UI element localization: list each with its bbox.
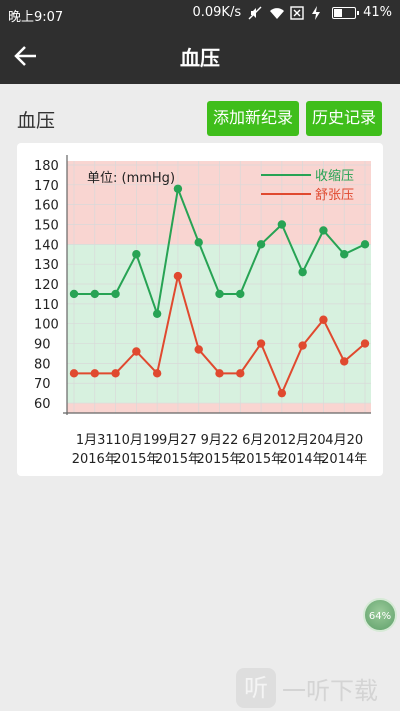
series-0-point	[360, 240, 370, 249]
network-speed: 0.09K/s	[192, 5, 242, 20]
y-tick-label: 180	[34, 159, 59, 174]
series-0-point	[152, 309, 162, 318]
x-tick-year: 2016年	[72, 452, 118, 467]
y-tick-label: 70	[34, 377, 51, 392]
watermark: 听 一听下载	[236, 668, 378, 708]
series-0-point	[132, 250, 141, 259]
floating-progress-badge[interactable]: 64%	[363, 598, 397, 632]
series-1-point	[215, 369, 224, 378]
series-0-point	[173, 184, 183, 193]
y-tick-label: 90	[34, 338, 51, 353]
status-bar: 晚上9:07 0.09K/s 41%	[0, 0, 400, 28]
watermark-logo: 听	[236, 668, 276, 708]
x-tick-date: 9月27	[159, 433, 197, 448]
mute-icon	[248, 6, 262, 20]
charging-icon	[311, 5, 325, 20]
add-record-button[interactable]: 添加新纪录	[207, 101, 299, 136]
series-1-point	[173, 271, 183, 281]
x-tick-year: 2014年	[280, 452, 326, 467]
series-1-point	[69, 369, 79, 378]
series-1-point	[236, 369, 245, 378]
series-0-point	[69, 289, 79, 299]
series-0-point	[194, 238, 203, 247]
unit-label: 单位: (mmHg)	[87, 171, 175, 186]
x-tick-date: 12月20	[280, 433, 326, 448]
series-0-point	[111, 289, 120, 299]
y-tick-label: 130	[34, 258, 59, 273]
series-0-point	[319, 226, 328, 235]
x-tick-year: 2015年	[238, 452, 284, 467]
legend-label-0: 收缩压	[315, 168, 354, 184]
x-tick-year: 2014年	[321, 452, 367, 467]
y-tick-label: 60	[34, 397, 51, 412]
series-1-point	[132, 347, 141, 356]
watermark-text: 一听下载	[282, 676, 378, 705]
page-title: 血压	[180, 46, 220, 70]
series-0-point	[236, 289, 245, 299]
x-tick-year: 2015年	[196, 452, 242, 467]
y-tick-label: 110	[34, 298, 59, 313]
y-tick-label: 150	[34, 218, 59, 233]
series-1-point	[111, 369, 120, 378]
status-time: 晚上9:07	[8, 10, 64, 25]
y-tick-label: 170	[34, 179, 59, 194]
series-0-point	[215, 289, 224, 299]
legend-label-1: 舒张压	[315, 188, 354, 203]
series-1-point	[340, 357, 349, 366]
app-bar: 血压	[0, 28, 400, 84]
series-1-point	[298, 341, 307, 350]
y-tick-label: 140	[34, 238, 59, 253]
x-tick-date: 4月20	[325, 433, 363, 448]
chart-band-0	[67, 403, 371, 413]
series-1-point	[256, 339, 266, 348]
x-tick-date: 1月31	[76, 433, 114, 448]
status-icons: 0.09K/s 41%	[192, 5, 392, 20]
series-1-point	[152, 369, 162, 378]
series-1-point	[360, 339, 370, 348]
series-0-point	[340, 250, 349, 259]
y-tick-label: 120	[34, 278, 59, 293]
series-1-point	[277, 388, 287, 398]
y-tick-label: 80	[34, 357, 51, 372]
x-tick-date: 10月19	[113, 433, 159, 448]
chart-card: 60 70 80 90 100 110 120 130 140 150 160 170 180 1月31 2…	[17, 143, 383, 476]
history-button[interactable]: 历史记录	[306, 101, 382, 136]
wifi-icon	[269, 6, 285, 20]
battery-icon	[332, 6, 360, 19]
series-0-point	[277, 220, 287, 229]
series-0-point	[298, 267, 307, 277]
battery-percent: 41%	[363, 5, 392, 20]
x-tick-year: 2015年	[113, 452, 159, 467]
section-title: 血压	[17, 110, 56, 132]
arrow-left-icon[interactable]	[12, 42, 40, 70]
y-tick-label: 160	[34, 199, 59, 214]
x-tick-date: 6月20	[242, 433, 280, 448]
series-1-point	[194, 345, 203, 354]
series-1-point	[90, 369, 99, 378]
series-1-point	[319, 315, 328, 324]
x-tick-date: 9月22	[201, 433, 239, 448]
series-0-point	[256, 240, 266, 249]
series-0-point	[90, 289, 99, 299]
y-tick-label: 100	[34, 318, 59, 333]
sim-icon	[290, 5, 304, 20]
blood-pressure-chart: 60 70 80 90 100 110 120 130 140 150 160 170 180 1月31 2…	[34, 155, 371, 467]
x-tick-year: 2015年	[155, 452, 201, 467]
